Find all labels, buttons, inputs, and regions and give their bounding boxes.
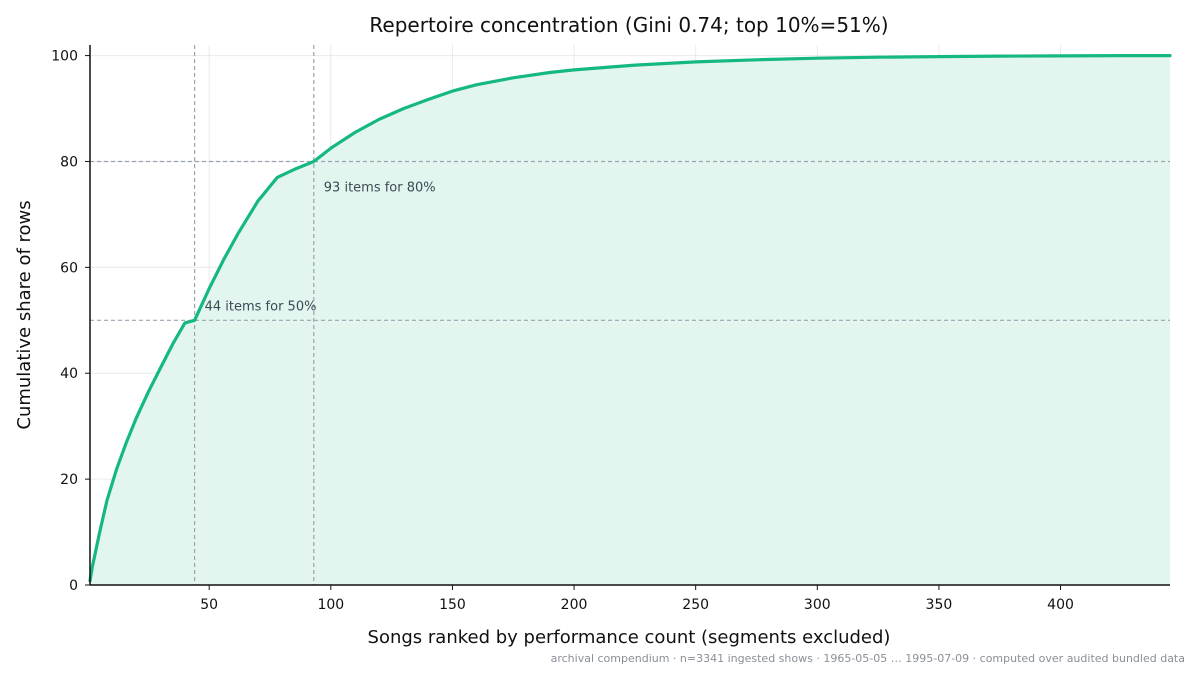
x-tick-label: 50 <box>200 597 218 613</box>
axes-layer <box>89 45 1170 586</box>
x-tick-label: 100 <box>317 597 344 613</box>
reference-lines-layer <box>90 45 1170 585</box>
y-axis-label: Cumulative share of rows <box>14 200 35 429</box>
x-tick-label: 150 <box>439 597 466 613</box>
ticks-layer: 50 100 150 200 250 300 350 400 0 20 40 60 80 100 <box>51 49 1074 613</box>
chart-title: Repertoire concentration (Gini 0.74; top… <box>369 13 888 37</box>
footer-note: archival compendium · n=3341 ingested sh… <box>551 652 1185 665</box>
y-tick-label: 40 <box>60 366 78 382</box>
x-tick-label: 300 <box>804 597 831 613</box>
series-line <box>88 54 1172 583</box>
y-tick-label: 80 <box>60 154 78 170</box>
y-tick-label: 100 <box>51 49 78 65</box>
y-tick-label: 60 <box>60 260 78 276</box>
x-tick-label: 350 <box>926 597 953 613</box>
y-tick-label: 0 <box>69 578 78 594</box>
reference-annotation: 44 items for 50% <box>205 299 317 314</box>
annotations-layer: 44 items for 50% 93 items for 80% <box>205 180 436 314</box>
x-axis-label: Songs ranked by performance count (segme… <box>368 627 891 648</box>
x-tick-label: 250 <box>682 597 709 613</box>
x-tick-label: 200 <box>561 597 588 613</box>
line-layer <box>88 54 1172 583</box>
x-tick-label: 400 <box>1047 597 1074 613</box>
y-tick-label: 20 <box>60 472 78 488</box>
reference-annotation: 93 items for 80% <box>324 180 436 195</box>
